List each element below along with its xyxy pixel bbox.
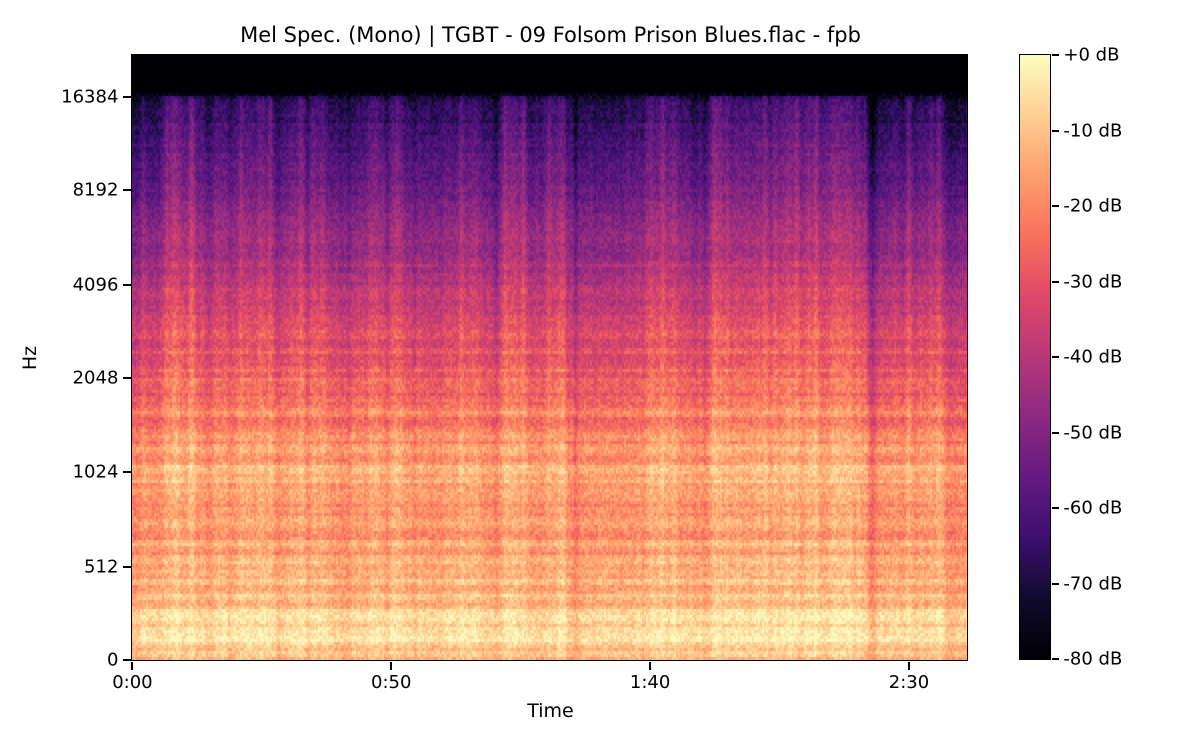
y-tick-label: 1024 — [72, 461, 119, 483]
y-tick-mark — [122, 95, 131, 98]
colorbar-tick-mark — [1052, 431, 1059, 434]
plot-area: 16384 8192 4096 2048 1024 512 0 0:00 0:50 1:40 2:3… — [61, 54, 969, 693]
y-tick-mark — [122, 565, 131, 568]
y-tick-mark — [122, 471, 131, 474]
x-axis-label: Time — [527, 700, 574, 722]
y-axis-label: Hz — [19, 345, 41, 371]
y-tick-label: 2048 — [72, 367, 119, 389]
colorbar-tick-label: -50 dB — [1063, 422, 1123, 444]
colorbar-tick-label: -20 dB — [1063, 195, 1123, 217]
x-tick-mark — [131, 662, 134, 670]
x-tick-label: 2:30 — [888, 672, 930, 694]
y-tick-label: 8192 — [72, 179, 119, 201]
y-tick-mark — [122, 377, 131, 380]
y-tick-mark — [122, 189, 131, 192]
colorbar-tick-mark — [1052, 658, 1059, 661]
x-tick-mark — [649, 662, 652, 670]
y-tick-mark — [122, 659, 131, 662]
colorbar-tick-mark — [1052, 280, 1059, 283]
colorbar-tick-mark — [1052, 507, 1059, 510]
colorbar-tick-label: -10 dB — [1063, 120, 1123, 142]
y-tick-mark — [122, 283, 131, 286]
x-tick-label: 1:40 — [629, 672, 671, 694]
x-tick-mark — [390, 662, 393, 670]
colorbar-tick-mark — [1052, 129, 1059, 132]
colorbar-tick-label: -70 dB — [1063, 573, 1123, 595]
x-tick-label: 0:00 — [112, 672, 153, 694]
colorbar-tick-label: -40 dB — [1063, 346, 1123, 368]
y-tick-label: 4096 — [72, 274, 119, 296]
colorbar-tick-mark — [1052, 54, 1059, 57]
x-tick-mark — [907, 662, 910, 670]
colorbar-tick-label: +0 dB — [1063, 44, 1120, 66]
x-tick-label: 0:50 — [371, 672, 412, 694]
y-tick-label: 0 — [106, 649, 119, 671]
colorbar-tick-label: -80 dB — [1063, 648, 1123, 670]
y-tick-label: 16384 — [61, 86, 119, 108]
colorbar-tick-mark — [1052, 205, 1059, 208]
colorbar-tick-label: -30 dB — [1063, 271, 1123, 293]
colorbar-tick-label: -60 dB — [1063, 497, 1123, 519]
colorbar-tick-mark — [1052, 356, 1059, 359]
colorbar: +0 dB -10 dB -20 dB -30 dB -40 dB -50 dB -60 d… — [1019, 45, 1122, 670]
colorbar-gradient — [1020, 55, 1051, 660]
chart-title: Mel Spec. (Mono) | TGBT - 09 Folsom Pris… — [240, 23, 861, 47]
colorbar-tick-mark — [1052, 582, 1059, 585]
y-tick-label: 512 — [84, 556, 119, 578]
spectrogram-image — [132, 55, 968, 661]
